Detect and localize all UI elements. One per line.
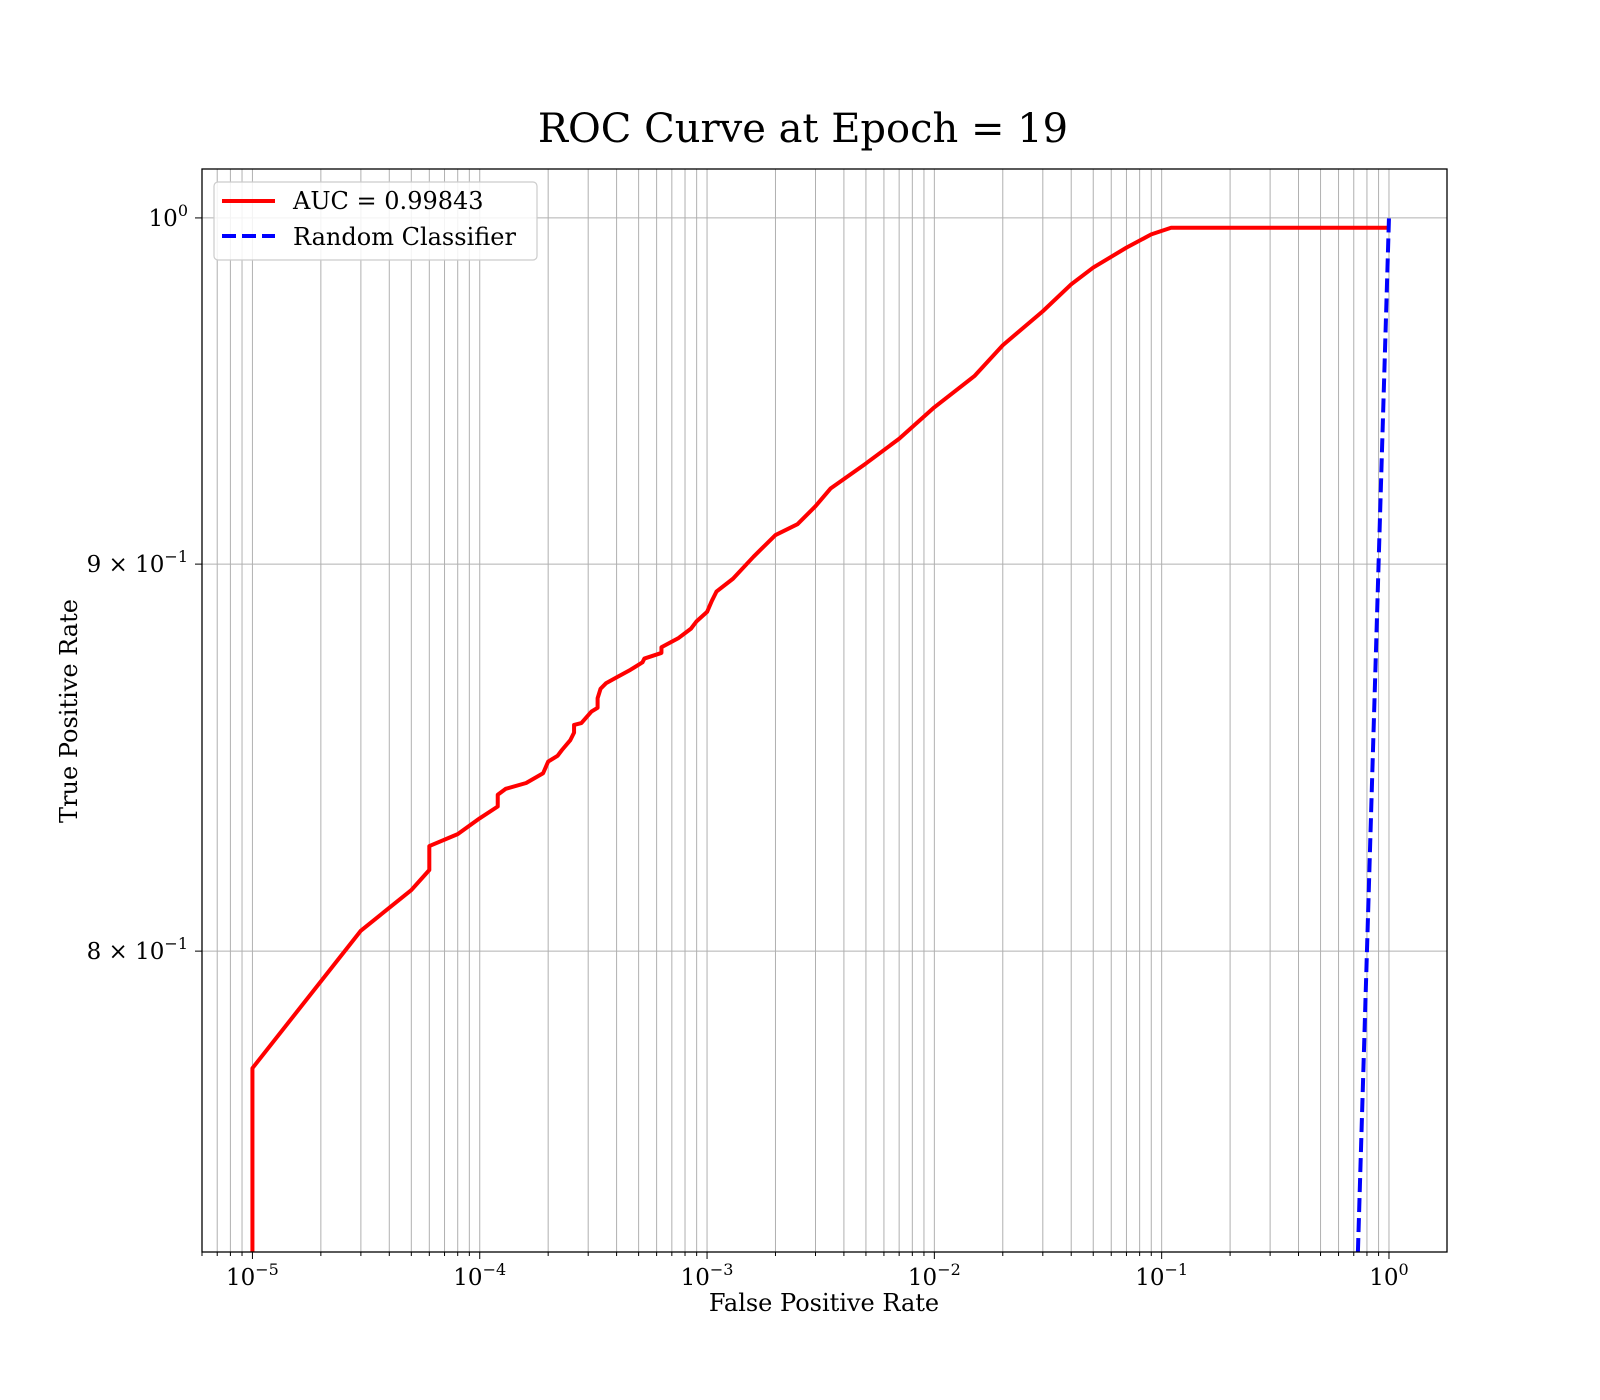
x-tick-label: 10−2 xyxy=(908,1260,961,1291)
roc-curve-line xyxy=(250,225,1389,1252)
x-tick-label: 10−1 xyxy=(1135,1260,1188,1291)
legend-label-auc: AUC = 0.99843 xyxy=(292,187,484,215)
grid-lines xyxy=(201,169,1447,1252)
x-axis-label: False Positive Rate xyxy=(709,1289,939,1317)
plot-area-frame xyxy=(201,168,1448,1253)
legend: AUC = 0.99843 Random Classifier xyxy=(213,181,538,261)
x-tick-label: 10−5 xyxy=(226,1260,279,1291)
axis-ticks: 10−5 10−4 10−3 10−2 10−1 100 100 9 × 10−1 8 × 10… xyxy=(87,201,1409,1291)
y-tick-label: 9 × 10−1 xyxy=(87,547,188,578)
y-tick-label: 100 xyxy=(149,201,188,232)
x-tick-label: 10−3 xyxy=(681,1260,734,1291)
plot-series xyxy=(250,217,1391,1253)
legend-box xyxy=(213,181,538,261)
x-tick-label: 100 xyxy=(1369,1260,1408,1291)
chart-title: ROC Curve at Epoch = 19 xyxy=(538,106,1068,152)
legend-label-random-classifier: Random Classifier xyxy=(293,223,516,251)
random-classifier-line xyxy=(1355,217,1391,1253)
x-tick-label: 10−4 xyxy=(453,1260,506,1291)
y-axis-label: True Positive Rate xyxy=(55,599,83,823)
y-tick-label: 8 × 10−1 xyxy=(87,934,188,965)
